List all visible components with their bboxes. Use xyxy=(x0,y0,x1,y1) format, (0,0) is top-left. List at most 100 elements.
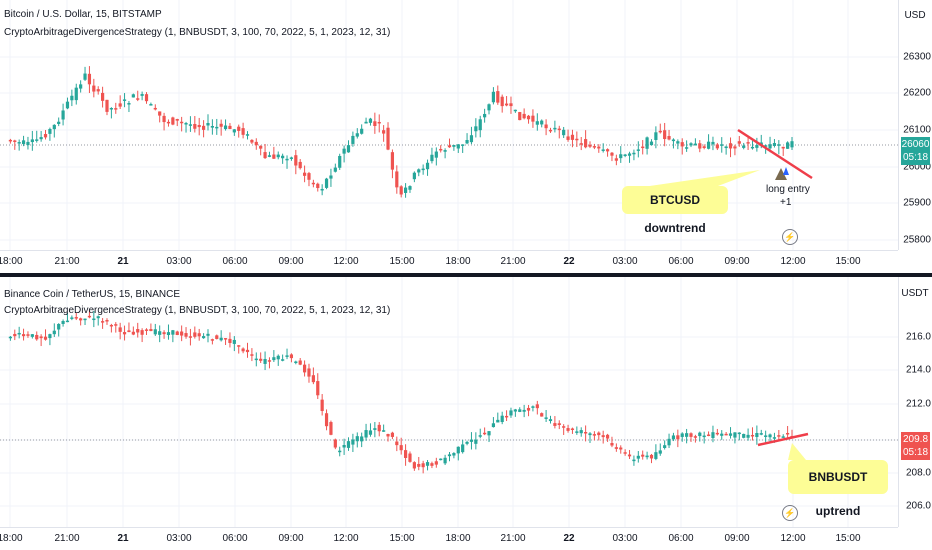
candle xyxy=(17,332,21,335)
lightning-icon[interactable]: ⚡ xyxy=(782,505,798,521)
candle xyxy=(390,152,395,170)
candle xyxy=(219,337,223,341)
btc-time-label: 15:00 xyxy=(835,256,861,267)
candle xyxy=(57,323,61,330)
btc-time-label: 12:00 xyxy=(333,256,359,267)
candle xyxy=(272,154,276,159)
candle xyxy=(377,121,381,124)
btc-countdown: 05:18 xyxy=(902,152,929,163)
candle xyxy=(654,452,658,459)
candle xyxy=(298,360,302,365)
candle xyxy=(30,334,34,337)
pane-divider[interactable] xyxy=(0,273,932,277)
btc-currency-button[interactable]: USD xyxy=(904,10,926,21)
candle xyxy=(605,149,610,152)
bnb-current-price: 209.8 xyxy=(902,434,929,445)
bnb-time-label: 18:00 xyxy=(445,533,471,544)
bnb-time-label: 15:00 xyxy=(835,533,861,544)
btc-strategy-legend[interactable]: CryptoArbitrageDivergenceStrategy (1, BN… xyxy=(4,27,391,38)
btc-time-label: 03:00 xyxy=(166,256,192,267)
lightning-icon[interactable]: ⚡ xyxy=(782,229,798,245)
candle xyxy=(601,149,605,151)
candle xyxy=(346,441,351,448)
candle xyxy=(382,130,386,134)
candle xyxy=(30,139,34,143)
candle xyxy=(74,317,78,319)
candle xyxy=(663,445,667,448)
candle xyxy=(439,458,443,461)
candle xyxy=(35,334,39,340)
candle xyxy=(382,430,386,432)
candle xyxy=(461,444,465,453)
candle xyxy=(373,428,377,430)
candle xyxy=(101,321,105,323)
candle xyxy=(777,435,781,437)
candle xyxy=(43,134,48,138)
candle xyxy=(478,435,482,437)
candle xyxy=(623,452,627,454)
bnb-currency-button[interactable]: USDT xyxy=(901,288,929,299)
btc-current-price-badge: 26060 05:18 xyxy=(901,137,930,165)
candle xyxy=(386,433,390,437)
candle xyxy=(447,145,452,148)
candle xyxy=(219,123,223,127)
candle xyxy=(720,144,724,146)
bnb-time-label: 21:00 xyxy=(54,533,80,544)
candle xyxy=(597,432,601,436)
candle xyxy=(667,438,671,446)
btc-price-axis[interactable]: USD 26300 26200 26100 26000 25900 25800 xyxy=(898,0,932,250)
candle xyxy=(232,339,236,344)
bnb-pane[interactable]: Binance Coin / TetherUS, 15, BINANCE Cry… xyxy=(0,277,932,550)
candle xyxy=(144,94,149,102)
btc-price-tick: 26100 xyxy=(903,124,931,136)
bnb-time-axis[interactable]: 18:00 21:00 21 03:00 06:00 09:00 12:00 15:00 18:… xyxy=(0,527,898,548)
bnb-price-axis[interactable]: USDT 216.0 214.0 212.0 208.0 206.0 xyxy=(898,277,932,527)
candle xyxy=(403,187,408,193)
candle xyxy=(92,85,96,92)
candle xyxy=(61,321,65,324)
candle xyxy=(584,139,588,148)
candle xyxy=(158,331,162,335)
candle xyxy=(772,437,777,439)
candle xyxy=(496,91,500,103)
candle xyxy=(513,109,517,112)
candle xyxy=(39,336,43,339)
candle xyxy=(531,406,535,408)
candle xyxy=(320,399,324,412)
candle xyxy=(180,121,184,124)
candle xyxy=(127,103,131,105)
candle xyxy=(605,434,610,439)
candle xyxy=(342,148,346,154)
candle xyxy=(399,445,403,451)
btc-time-axis[interactable]: 18:00 21:00 21 03:00 06:00 09:00 12:00 15:00 18:… xyxy=(0,250,898,271)
candle xyxy=(702,146,706,148)
candle xyxy=(408,186,412,190)
btc-time-label: 09:00 xyxy=(278,256,304,267)
btc-symbol-title: Bitcoin / U.S. Dollar, 15, BITSTAMP xyxy=(4,9,162,20)
btc-chart-area[interactable] xyxy=(0,0,898,250)
candle xyxy=(193,123,197,129)
btc-current-price: 26060 xyxy=(901,139,930,150)
candle xyxy=(114,324,118,326)
candle xyxy=(351,135,355,144)
candle xyxy=(693,436,697,438)
candle xyxy=(566,428,570,431)
btc-price-tick: 26300 xyxy=(903,51,931,63)
candle xyxy=(223,125,228,130)
candle xyxy=(636,149,640,151)
btc-pane[interactable]: Bitcoin / U.S. Dollar, 15, BITSTAMP Cryp… xyxy=(0,0,932,273)
candle xyxy=(175,119,179,121)
bnb-chart-area[interactable] xyxy=(0,277,898,527)
candle xyxy=(443,457,447,464)
candle xyxy=(140,94,144,96)
bnb-price-tick: 206.0 xyxy=(905,500,931,512)
bnb-strategy-legend[interactable]: CryptoArbitrageDivergenceStrategy (1, BN… xyxy=(4,305,391,316)
candle xyxy=(575,431,579,433)
candle xyxy=(706,434,711,437)
candle xyxy=(96,89,100,92)
candle xyxy=(553,127,557,130)
candle xyxy=(540,413,544,417)
candle xyxy=(250,354,254,356)
candle xyxy=(553,423,557,426)
candle xyxy=(645,455,649,458)
